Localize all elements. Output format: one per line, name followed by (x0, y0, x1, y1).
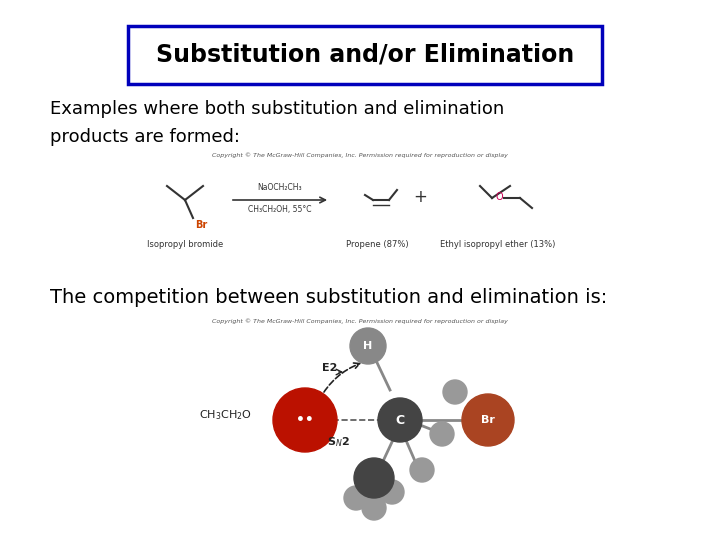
Text: Substitution and/or Elimination: Substitution and/or Elimination (156, 43, 574, 67)
Circle shape (462, 394, 514, 446)
Text: Copyright © The McGraw-Hill Companies, Inc. Permission required for reproduction: Copyright © The McGraw-Hill Companies, I… (212, 152, 508, 158)
Circle shape (410, 458, 434, 482)
Circle shape (354, 458, 394, 498)
Text: ••: •• (296, 413, 314, 427)
Text: H: H (364, 341, 373, 351)
Circle shape (350, 328, 386, 364)
Text: Examples where both substitution and elimination: Examples where both substitution and eli… (50, 100, 504, 118)
Text: CH$_3$CH$_2$O: CH$_3$CH$_2$O (199, 408, 252, 422)
Circle shape (378, 398, 422, 442)
Circle shape (380, 480, 404, 504)
Text: O: O (495, 192, 503, 202)
Circle shape (443, 380, 467, 404)
Text: Isopropyl bromide: Isopropyl bromide (147, 240, 223, 249)
Circle shape (430, 422, 454, 446)
Text: +: + (413, 188, 427, 206)
Circle shape (344, 486, 368, 510)
Text: products are formed:: products are formed: (50, 128, 240, 146)
Text: E2: E2 (323, 363, 338, 373)
Text: S$_N$2: S$_N$2 (326, 435, 349, 449)
Circle shape (273, 388, 337, 452)
Text: Br: Br (481, 415, 495, 425)
Text: CH₃CH₂OH, 55°C: CH₃CH₂OH, 55°C (248, 205, 312, 214)
Text: C: C (395, 414, 405, 427)
Text: Copyright © The McGraw-Hill Companies, Inc. Permission required for reproduction: Copyright © The McGraw-Hill Companies, I… (212, 318, 508, 323)
Text: Propene (87%): Propene (87%) (346, 240, 408, 249)
Circle shape (362, 496, 386, 520)
Text: NaOCH₂CH₃: NaOCH₂CH₃ (258, 183, 302, 192)
FancyBboxPatch shape (128, 26, 602, 84)
Text: Br: Br (195, 220, 207, 230)
Text: Ethyl isopropyl ether (13%): Ethyl isopropyl ether (13%) (441, 240, 556, 249)
Text: The competition between substitution and elimination is:: The competition between substitution and… (50, 288, 607, 307)
